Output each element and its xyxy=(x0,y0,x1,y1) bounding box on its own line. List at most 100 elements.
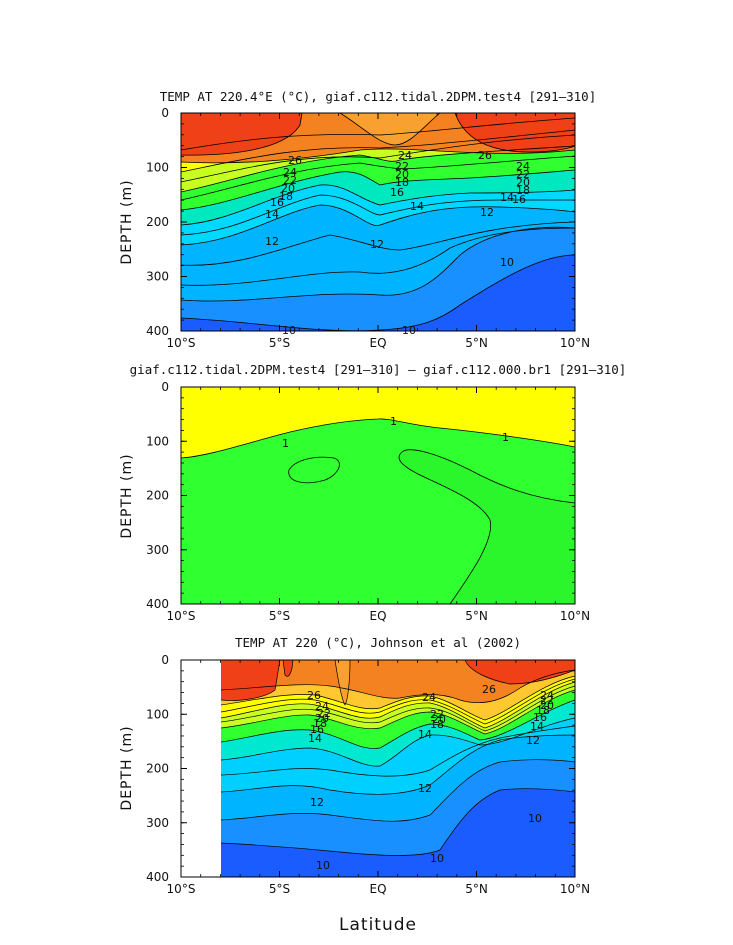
panel-1-isolines xyxy=(181,113,575,331)
contour-label: 20 xyxy=(540,699,554,712)
y-tick-label: 0 xyxy=(161,653,169,667)
panel-3-isolines xyxy=(220,660,575,856)
y-tick-label: 200 xyxy=(146,215,169,229)
y-tick-label: 400 xyxy=(146,597,169,611)
y-tick-label: 100 xyxy=(146,707,169,721)
contour-label: 22 xyxy=(395,160,409,173)
contour-label: 18 xyxy=(430,718,444,731)
contour-label: 24 xyxy=(422,691,436,704)
y-tick-label: 200 xyxy=(146,762,169,776)
contour-label: 18 xyxy=(536,704,550,717)
contour-label: 20 xyxy=(395,168,409,181)
panel-1: TEMP AT 220.4°E (°C), giaf.c112.tidal.2D… xyxy=(119,89,596,350)
band-eq-warm xyxy=(335,660,350,705)
panel-3-contours xyxy=(220,660,575,877)
x-tick-label: 5°N xyxy=(465,336,488,350)
panel-3-title: TEMP AT 220 (°C), Johnson et al (2002) xyxy=(235,635,521,650)
panel-3-ylabel: DEPTH (m) xyxy=(119,725,135,810)
panel-2-axes: 10°S 5°S EQ 5°N 10°N 0 100 200 300 400 xyxy=(146,380,590,623)
panel-1-contours xyxy=(181,113,575,331)
contour-label: 26 xyxy=(482,683,496,696)
contour-label: 20 xyxy=(315,712,329,725)
contour-label: 14 xyxy=(500,191,514,204)
panel-2-contours xyxy=(181,387,575,604)
band-red-south xyxy=(221,660,280,701)
contour-label: 1 xyxy=(390,415,397,428)
contour-label: 10 xyxy=(316,859,330,872)
x-axis-label: Latitude xyxy=(339,915,417,935)
band-red-north xyxy=(455,113,575,152)
y-tick-label: 0 xyxy=(161,380,169,394)
contour-label: 12 xyxy=(310,796,324,809)
band-pocket-north xyxy=(399,449,575,604)
y-tick-label: 200 xyxy=(146,489,169,503)
contour-label: 18 xyxy=(516,184,530,197)
x-tick-label: 5°S xyxy=(269,336,290,350)
contour-label: 24 xyxy=(398,149,412,162)
contour-label: 24 xyxy=(283,166,297,179)
panel-2-isolines xyxy=(181,418,575,604)
contour-label: 1 xyxy=(502,431,509,444)
band-red-north xyxy=(465,660,575,684)
x-tick-label: 5°S xyxy=(269,609,290,623)
x-tick-label: EQ xyxy=(369,336,386,350)
contour-label: 16 xyxy=(533,711,547,724)
contour-label: 22 xyxy=(516,168,530,181)
x-tick-label: EQ xyxy=(369,882,386,896)
y-tick-label: 300 xyxy=(146,270,169,284)
contour-label: 12 xyxy=(480,206,494,219)
panel-2-title: giaf.c112.tidal.2DPM.test4 [291–310] – g… xyxy=(130,362,627,377)
panel-2: giaf.c112.tidal.2DPM.test4 [291–310] – g… xyxy=(119,362,626,623)
panel-1-ylabel: DEPTH (m) xyxy=(119,179,135,264)
contour-label: 10 xyxy=(402,324,416,337)
x-tick-label: 10°N xyxy=(560,336,590,350)
panel-1-axes: 10°S 5°S EQ 5°N 10°N 0 100 200 300 400 xyxy=(146,106,590,350)
x-tick-label: 10°S xyxy=(167,336,196,350)
contour-label: 24 xyxy=(516,160,530,173)
contour-label: 12 xyxy=(526,734,540,747)
contour-label: 10 xyxy=(430,852,444,865)
contour-label: 12 xyxy=(370,238,384,251)
panel-1-contour-labels: 26 24 22 20 18 16 14 12 26 24 22 20 18 1… xyxy=(265,149,530,337)
contour-label: 16 xyxy=(512,193,526,206)
band-gt1 xyxy=(181,387,575,458)
contour-label: 12 xyxy=(265,235,279,248)
contour-label: 14 xyxy=(265,208,279,221)
band-eq-warm xyxy=(340,113,440,145)
x-tick-label: 10°N xyxy=(560,882,590,896)
contour-label: 20 xyxy=(432,713,446,726)
contour-label: 26 xyxy=(478,149,492,162)
contour-label: 16 xyxy=(310,723,324,736)
contour-label: 18 xyxy=(279,190,293,203)
contour-label: 16 xyxy=(390,186,404,199)
x-tick-label: EQ xyxy=(369,609,386,623)
x-tick-label: 5°N xyxy=(465,609,488,623)
contour-label: 14 xyxy=(418,728,432,741)
contour-label: 26 xyxy=(307,689,321,702)
y-tick-label: 0 xyxy=(161,106,169,120)
contour-label: 20 xyxy=(281,182,295,195)
contour-label: 12 xyxy=(418,782,432,795)
contour-label: 10 xyxy=(500,256,514,269)
x-tick-label: 10°S xyxy=(167,882,196,896)
contour-label: 22 xyxy=(430,708,444,721)
contour-label: 26 xyxy=(288,154,302,167)
contour-label: 24 xyxy=(540,689,554,702)
contour-label: 18 xyxy=(313,717,327,730)
panel-3-contour-labels: 26 24 22 20 18 16 14 24 22 20 18 14 26 2… xyxy=(307,683,554,872)
panel-1-title: TEMP AT 220.4°E (°C), giaf.c112.tidal.2D… xyxy=(160,89,597,104)
contour-label: 14 xyxy=(530,720,544,733)
y-tick-label: 300 xyxy=(146,816,169,830)
y-tick-label: 400 xyxy=(146,870,169,884)
x-tick-label: 10°S xyxy=(167,609,196,623)
contour-label: 22 xyxy=(317,707,331,720)
contour-label: 1 xyxy=(282,437,289,450)
y-tick-label: 300 xyxy=(146,543,169,557)
y-tick-label: 400 xyxy=(146,324,169,338)
contour-label: 22 xyxy=(283,174,297,187)
contour-label: 24 xyxy=(315,700,329,713)
panel-2-contour-labels: 1 1 1 xyxy=(282,415,509,450)
x-tick-label: 5°S xyxy=(269,882,290,896)
contour-label: 18 xyxy=(395,176,409,189)
